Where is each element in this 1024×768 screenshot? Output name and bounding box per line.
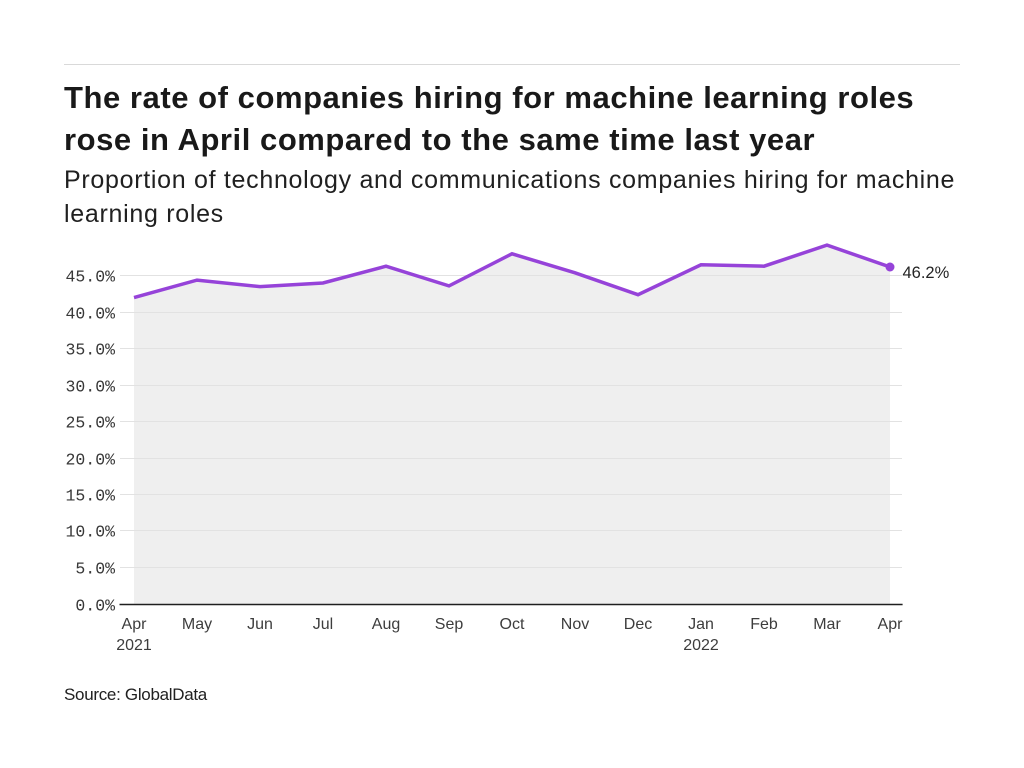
svg-text:2021: 2021 (116, 637, 152, 654)
svg-text:Nov: Nov (561, 616, 589, 633)
svg-text:46.2%: 46.2% (903, 264, 950, 282)
svg-text:30.0%: 30.0% (65, 377, 115, 396)
svg-text:10.0%: 10.0% (65, 522, 115, 541)
svg-text:Aug: Aug (372, 616, 400, 633)
svg-text:Oct: Oct (500, 616, 525, 633)
svg-text:2022: 2022 (683, 637, 719, 654)
svg-text:0.0%: 0.0% (75, 596, 115, 615)
svg-text:Jan: Jan (688, 616, 714, 633)
svg-text:Sep: Sep (435, 616, 464, 633)
svg-text:5.0%: 5.0% (75, 559, 115, 578)
svg-text:May: May (182, 616, 212, 633)
svg-text:40.0%: 40.0% (65, 304, 115, 323)
svg-text:20.0%: 20.0% (65, 450, 115, 469)
svg-text:Feb: Feb (750, 616, 778, 633)
svg-text:Jun: Jun (247, 616, 273, 633)
svg-text:Dec: Dec (624, 616, 652, 633)
svg-text:Apr: Apr (878, 616, 904, 633)
svg-text:15.0%: 15.0% (65, 486, 115, 505)
svg-text:Mar: Mar (813, 616, 841, 633)
svg-text:Apr: Apr (122, 616, 148, 633)
svg-text:35.0%: 35.0% (65, 340, 115, 359)
svg-text:45.0%: 45.0% (65, 267, 115, 286)
svg-text:25.0%: 25.0% (65, 413, 115, 432)
svg-text:Jul: Jul (313, 616, 333, 633)
